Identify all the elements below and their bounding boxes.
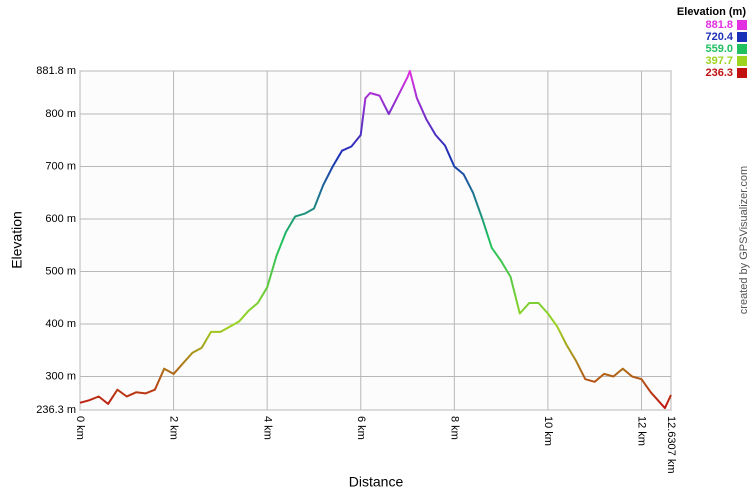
legend-swatch <box>737 20 747 30</box>
elevation-line <box>79 70 672 410</box>
y-tick-label: 500 m <box>45 265 76 277</box>
legend-swatch <box>737 56 747 66</box>
legend-label: 720.4 <box>705 31 733 43</box>
x-tick-label: 12 km <box>636 416 648 446</box>
y-tick-label: 881.8 m <box>36 65 76 77</box>
legend-swatch <box>737 44 747 54</box>
legend-swatch <box>737 68 747 78</box>
x-tick-label: 0 km <box>74 416 86 440</box>
y-tick-label: 300 m <box>45 370 76 382</box>
legend-label: 559.0 <box>705 43 733 55</box>
credit: created by GPSVisualizer.com <box>738 166 750 314</box>
x-tick-label: 12.6307 km <box>665 416 677 473</box>
x-tick-label: 6 km <box>355 416 367 440</box>
x-tick-label: 10 km <box>542 416 554 446</box>
x-tick-label: 8 km <box>448 416 460 440</box>
x-tick-label: 2 km <box>168 416 180 440</box>
x-tick-label: 4 km <box>261 416 273 440</box>
y-tick-label: 600 m <box>45 213 76 225</box>
x-axis-title: Distance <box>349 474 404 490</box>
legend-swatch <box>737 32 747 42</box>
legend-label: 236.3 <box>705 67 733 79</box>
y-tick-label: 400 m <box>45 318 76 330</box>
y-tick-label: 236.3 m <box>36 404 76 416</box>
legend-label: 397.7 <box>705 55 733 67</box>
plot-area <box>79 70 672 411</box>
legend-title: Elevation (m) <box>677 6 746 18</box>
y-tick-label: 800 m <box>45 108 76 120</box>
y-axis-title: Elevation <box>9 211 25 269</box>
legend-label: 881.8 <box>705 19 733 31</box>
y-tick-label: 700 m <box>45 160 76 172</box>
